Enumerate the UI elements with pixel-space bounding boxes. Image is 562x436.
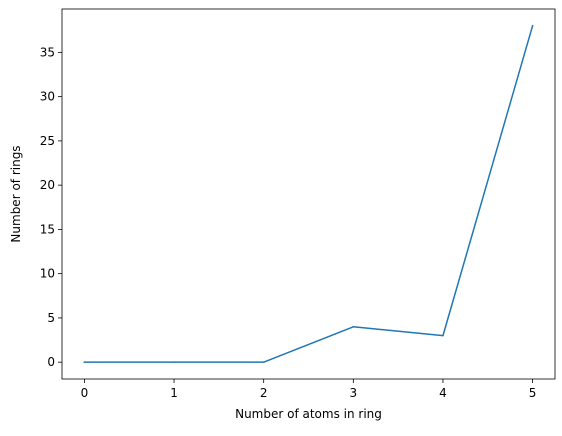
y-axis-label: Number of rings	[9, 145, 23, 242]
x-tick-label: 1	[170, 386, 178, 400]
y-tick-label: 15	[40, 222, 55, 236]
data-point	[83, 361, 86, 363]
x-tick-label: 4	[439, 386, 447, 400]
y-tick-label: 25	[40, 134, 55, 148]
x-tick-label: 3	[349, 386, 357, 400]
data-point	[262, 361, 265, 363]
plot-area	[62, 9, 555, 379]
y-tick-label: 5	[47, 311, 55, 325]
x-axis-label: Number of atoms in ring	[235, 407, 382, 421]
y-axis-ticks: 0 5 10 15 20 25 30 35	[40, 45, 62, 369]
data-point	[173, 361, 175, 363]
y-tick-label: 0	[47, 355, 55, 369]
x-tick-label: 0	[81, 386, 89, 400]
y-tick-label: 35	[40, 45, 55, 59]
plot-frame	[61, 8, 556, 380]
y-tick-label: 10	[40, 267, 55, 281]
x-tick-label: 5	[529, 386, 537, 400]
y-tick-label: 30	[40, 90, 55, 104]
series-layer	[83, 24, 534, 363]
series-line-0	[83, 24, 534, 363]
data-point	[352, 326, 355, 328]
data-point	[442, 334, 444, 337]
data-point	[531, 25, 534, 27]
y-tick-label: 20	[40, 178, 55, 192]
x-tick-label: 2	[260, 386, 268, 400]
x-axis-ticks: 0 1 2 3 4 5	[81, 379, 537, 400]
